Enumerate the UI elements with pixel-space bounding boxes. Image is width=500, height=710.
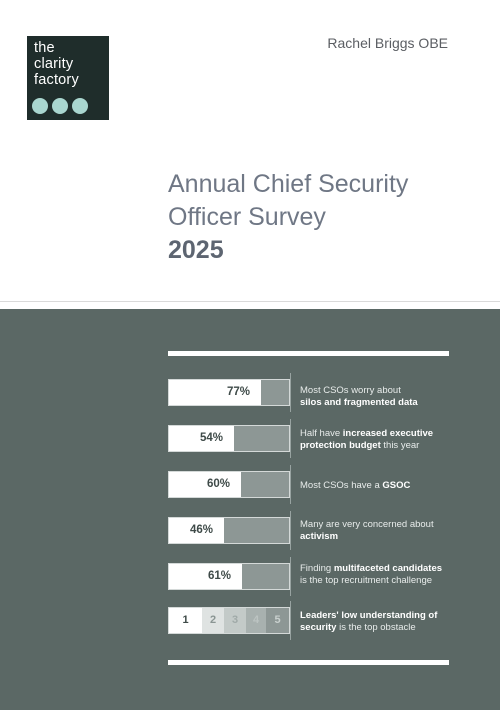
stat-text-bold: multifaceted candidates	[333, 563, 443, 574]
title-year: 2025	[168, 236, 224, 264]
stat-fill	[169, 380, 261, 405]
stat-text-bold: activism	[300, 531, 339, 542]
stat-percent: 46%	[190, 524, 214, 536]
stat-description-2: Half have increased executive protection…	[300, 428, 475, 452]
panel-top-rule	[168, 351, 449, 356]
stat-text: Most CSOs have a	[300, 480, 380, 491]
stat-bar-3: 60%	[168, 471, 290, 498]
stat-divider	[290, 465, 291, 504]
stat-bar-2: 54%	[168, 425, 290, 452]
panel-bottom-rule	[168, 660, 449, 665]
separator-line	[0, 301, 500, 302]
logo-dot-icon	[72, 98, 88, 114]
stat-text-bold-part-1: increased executive	[342, 428, 434, 439]
rank-4: 4	[246, 608, 266, 633]
stat-text: Many are very concerned about	[300, 519, 434, 530]
stat-description-1: Most CSOs worry about silos and fragment…	[300, 385, 475, 409]
stat-bar-1: 77%	[168, 379, 290, 406]
rank-1: 1	[169, 608, 202, 633]
stat-text: this year	[383, 440, 420, 451]
logo-dot-icon	[52, 98, 68, 114]
stat-text-bold-part-2: protection budget	[300, 440, 381, 451]
stat-divider	[290, 557, 291, 596]
stat-text: Most CSOs worry about	[300, 385, 401, 396]
rank-text: is the top obstacle	[339, 622, 416, 633]
stat-text: is the top recruitment challenge	[300, 575, 433, 586]
logo-text-line-1: the	[34, 40, 55, 56]
stat-text-bold: silos and fragmented data	[300, 397, 418, 408]
stat-description-3: Most CSOs have a GSOC	[300, 480, 475, 492]
stat-fill	[169, 518, 224, 543]
stat-percent: 61%	[208, 570, 232, 582]
logo-text-line-3: factory	[34, 72, 79, 88]
rank-2: 2	[202, 608, 224, 633]
stat-bar-5: 61%	[168, 563, 290, 590]
stat-divider	[290, 511, 291, 550]
stat-divider	[290, 601, 291, 640]
rank-description: Leaders' low understanding of security i…	[300, 610, 475, 634]
stat-text-bold: GSOC	[382, 480, 411, 491]
rank-3: 3	[224, 608, 246, 633]
stat-percent: 77%	[227, 386, 251, 398]
stat-description-4: Many are very concerned about activism	[300, 519, 475, 543]
stat-percent: 60%	[207, 478, 231, 490]
stat-percent: 54%	[200, 432, 224, 444]
stat-divider	[290, 419, 291, 458]
logo-dot-icon	[32, 98, 48, 114]
stat-text: Half have	[300, 428, 341, 439]
rank-text-bold-part-1: Leaders' low understanding of	[300, 610, 438, 621]
title-line-2: Officer Survey	[168, 203, 326, 231]
stat-fill	[169, 426, 234, 451]
logo: the clarity factory	[27, 36, 109, 120]
logo-text-line-2: clarity	[34, 56, 74, 72]
rank-scale: 1 2 3 4 5	[168, 607, 290, 634]
rank-5: 5	[266, 608, 289, 633]
title-line-1: Annual Chief Security	[168, 170, 409, 198]
stat-text: Finding	[300, 563, 332, 574]
stat-fill	[169, 564, 242, 589]
stat-divider	[290, 373, 291, 412]
logo-dots	[32, 98, 88, 114]
stat-description-5: Finding multifaceted candidates is the t…	[300, 563, 475, 587]
author-name: Rachel Briggs OBE	[327, 35, 448, 51]
stat-bar-4: 46%	[168, 517, 290, 544]
report-title: Annual Chief Security Officer Survey 202…	[168, 168, 408, 267]
stat-fill	[169, 472, 241, 497]
rank-text-bold-part-2: security	[300, 622, 337, 633]
highlights-panel: 77% Most CSOs worry about silos and frag…	[0, 309, 500, 710]
